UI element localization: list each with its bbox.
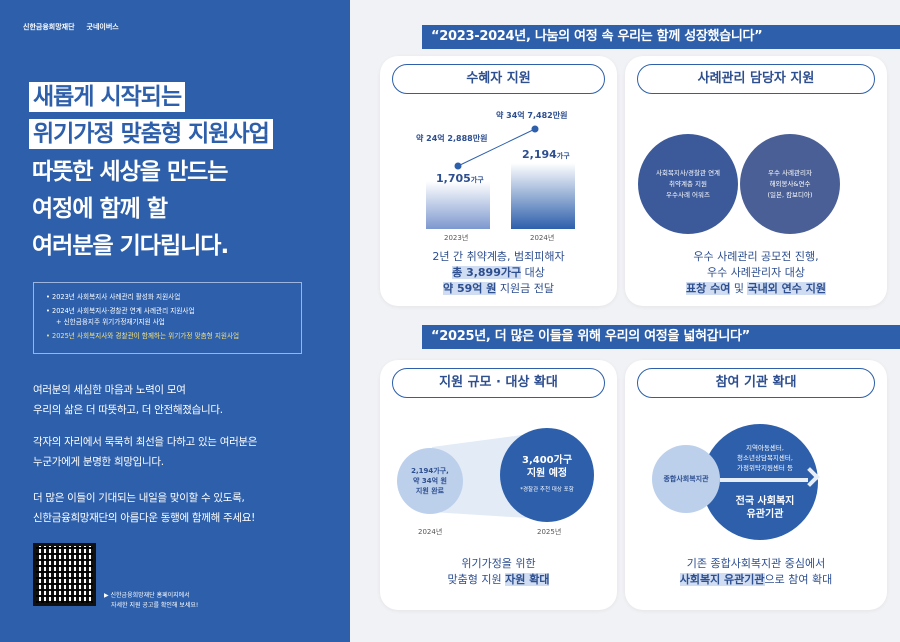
headline-highlight-2: 위기가정 맞춤형 지원사업 — [29, 119, 273, 149]
year-2023: 2023년 — [444, 234, 469, 242]
bullet-sub: + 신한금융지주 위기가정재기지원 사업 — [56, 318, 165, 326]
card-title: 지원 규모 · 대상 확대 — [392, 368, 605, 398]
card-title: 수혜자 지원 — [392, 64, 605, 94]
households-2024: 2,194가구 — [522, 148, 570, 161]
qr-code[interactable] — [33, 543, 96, 606]
goodneighbors-logo: 굿네이버스 — [86, 23, 119, 31]
qr-note: ▶ 신한금융희망재단 홈페이지에서 자세한 지원 공고를 확인해 보세요! — [104, 592, 199, 609]
circle-welfare-center: 종합사회복지관 — [652, 445, 720, 513]
year-2025: 2025년 — [537, 528, 562, 536]
section1-title: “2023-2024년, 나눔의 여정 속 우리는 함께 성장했습니다” — [422, 25, 900, 49]
households-2023: 1,705가구 — [436, 172, 484, 185]
section2-title: “2025년, 더 많은 이들을 위해 우리의 여정을 넓혀갑니다” — [422, 325, 900, 349]
bar-2023 — [426, 181, 490, 229]
amount-2024: 약 34억 7,482만원 — [496, 111, 568, 120]
bar-2024 — [511, 163, 575, 229]
award-photo: 사회복지사/경찰관 연계 취약계층 지원 우수사례 어워즈 — [638, 134, 738, 234]
paragraph-3: 더 많은 이들이 기대되는 내일을 맞이할 수 있도록, 신한금융희망재단의 아름… — [33, 492, 255, 524]
headline-2: 여정에 함께 할 — [32, 196, 168, 222]
foundation-logo: 신한금융희망재단 — [23, 23, 75, 31]
amount-point-2023 — [454, 162, 462, 170]
circle-2024: 2,194가구, 약 34억 원 지원 완료 — [397, 448, 463, 514]
bullet: 2023년 사회복지사 사례관리 활성화 지원사업 — [46, 292, 289, 303]
card-title: 참여 기관 확대 — [637, 368, 875, 398]
history-box: 2023년 사회복지사 사례관리 활성화 지원사업 2024년 사회복지사·경찰… — [33, 282, 302, 354]
card-caption: 2년 간 취약계층, 범죄피해자 총 3,899가구 대상 약 59억 원 지원… — [432, 250, 565, 295]
card-institutions: 참여 기관 확대 지역아동센터, 청소년상담복지센터, 가정위탁지원센터 등 전국 … — [625, 360, 887, 610]
card-scale: 지원 규모 · 대상 확대 2,194가구, 약 34억 원 지원 완료 3,400… — [380, 360, 617, 610]
arrow-icon — [720, 478, 808, 482]
paragraph-2: 각자의 자리에서 묵묵히 최선을 다하고 있는 여러분은 누군가에게 분명한 희망… — [33, 436, 258, 468]
amount-2023: 약 24억 2,888만원 — [416, 134, 488, 143]
year-2024: 2024년 — [418, 528, 443, 536]
card-caption: 우수 사례관리 공모전 진행, 우수 사례관리자 대상 표창 수여 및 국내외 연… — [686, 250, 826, 295]
left-panel: 신한금융희망재단 굿네이버스 새롭게 시작되는 위기가정 맞춤형 지원사업 따뜻한… — [0, 0, 350, 642]
card-beneficiary: 수혜자 지원 약 24억 2,888만원 약 34억 7,482만원 1,705… — [380, 56, 617, 306]
beneficiary-chart — [426, 125, 575, 229]
circle-institutions: 지역아동센터, 청소년상담복지센터, 가정위탁지원센터 등 전국 사회복지 유관기관 — [702, 424, 818, 540]
logos: 신한금융희망재단 굿네이버스 — [23, 22, 119, 32]
bullet: 2024년 사회복지사·경찰관 연계 사례관리 지원사업 — [46, 306, 289, 317]
amount-point-2024 — [531, 125, 539, 133]
headline-3: 여러분을 기다립니다. — [32, 233, 229, 259]
year-2024: 2024년 — [530, 234, 555, 242]
card-caption: 위기가정을 위한 맞춤형 지원 자원 확대 — [447, 557, 550, 586]
card-title: 사례관리 담당자 지원 — [637, 64, 875, 94]
card-caption: 기존 종합사회복지관 중심에서 사회복지 유관기관으로 참여 확대 — [679, 557, 833, 586]
circle-2025: 3,400가구 지원 예정 *경찰관 추천 대상 포함 — [500, 428, 594, 522]
bullet: 2025년 사회복지사와 경찰관이 함께하는 위기가정 맞춤형 지원사업 — [46, 331, 289, 342]
paragraph-1: 여러분의 세심한 마음과 노력이 모여 우리의 삶은 더 따뜻하고, 더 안전해졌… — [33, 384, 223, 416]
volunteer-photo: 우수 사례관리자 해외봉사&연수 (일본, 캄보디아) — [740, 134, 840, 234]
headline-1: 따뜻한 세상을 만드는 — [32, 159, 228, 185]
amount-line — [457, 128, 536, 167]
card-case-manager: 사례관리 담당자 지원 사회복지사/경찰관 연계 취약계층 지원 우수사례 어워즈 … — [625, 56, 887, 306]
headline-highlight-1: 새롭게 시작되는 — [29, 82, 186, 112]
